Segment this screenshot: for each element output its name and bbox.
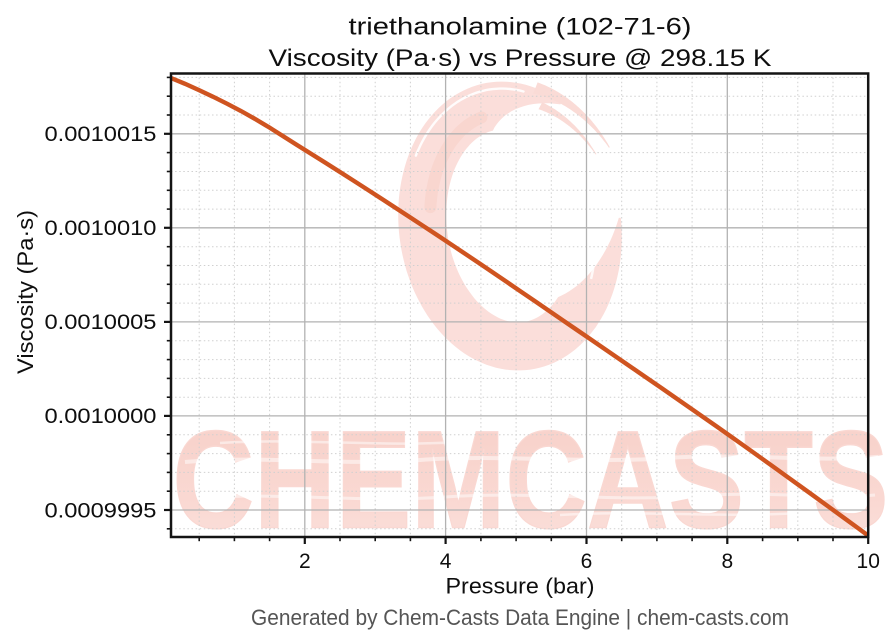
svg-text:6: 6 xyxy=(581,550,593,573)
svg-text:Viscosity (Pa·s): Viscosity (Pa·s) xyxy=(13,210,38,374)
svg-text:8: 8 xyxy=(721,550,733,573)
svg-text:0.0010015: 0.0010015 xyxy=(45,123,157,146)
svg-text:Viscosity (Pa·s) vs Pressure @: Viscosity (Pa·s) vs Pressure @ 298.15 K xyxy=(269,45,772,72)
svg-text:CHEMCASTS: CHEMCASTS xyxy=(173,403,889,558)
svg-text:0.0010000: 0.0010000 xyxy=(45,405,157,428)
svg-text:0.0010010: 0.0010010 xyxy=(45,217,157,240)
svg-text:2: 2 xyxy=(299,550,311,573)
svg-text:Generated by Chem-Casts Data E: Generated by Chem-Casts Data Engine | ch… xyxy=(251,605,789,630)
svg-text:Pressure (bar): Pressure (bar) xyxy=(446,574,595,599)
svg-text:0.0010005: 0.0010005 xyxy=(45,311,157,334)
svg-text:4: 4 xyxy=(440,550,452,573)
svg-text:0.0009995: 0.0009995 xyxy=(45,499,157,522)
svg-text:triethanolamine (102-71-6): triethanolamine (102-71-6) xyxy=(349,14,692,41)
svg-text:10: 10 xyxy=(857,550,880,573)
